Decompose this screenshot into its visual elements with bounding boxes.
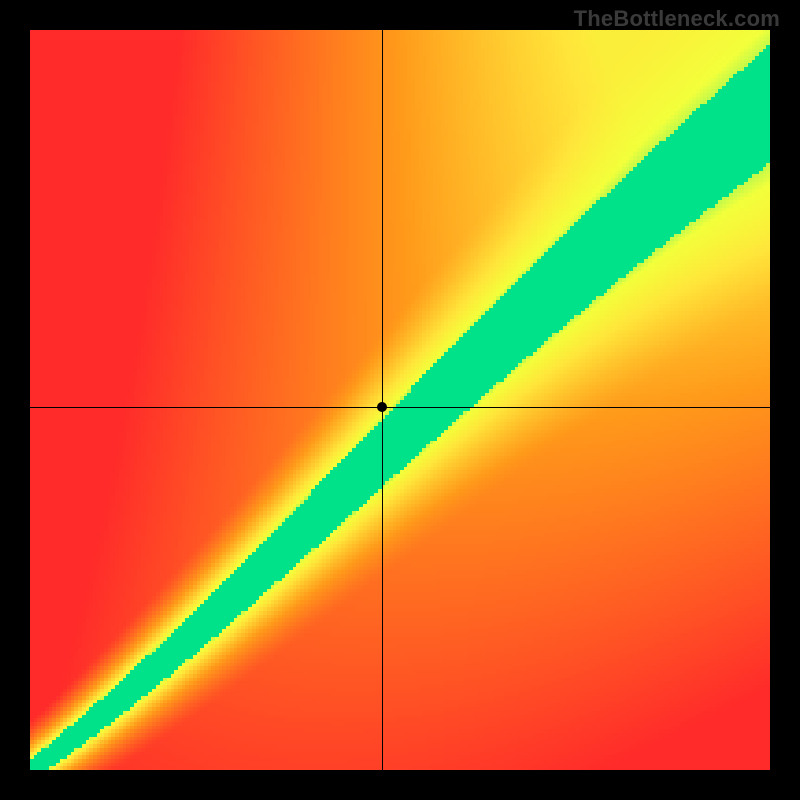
chart-container: TheBottleneck.com (0, 0, 800, 800)
watermark-text: TheBottleneck.com (574, 6, 780, 32)
plot-area (30, 30, 770, 770)
crosshair-marker-dot (377, 402, 387, 412)
crosshair-vertical (382, 30, 383, 770)
bottleneck-heatmap (30, 30, 770, 770)
crosshair-horizontal (30, 407, 770, 408)
